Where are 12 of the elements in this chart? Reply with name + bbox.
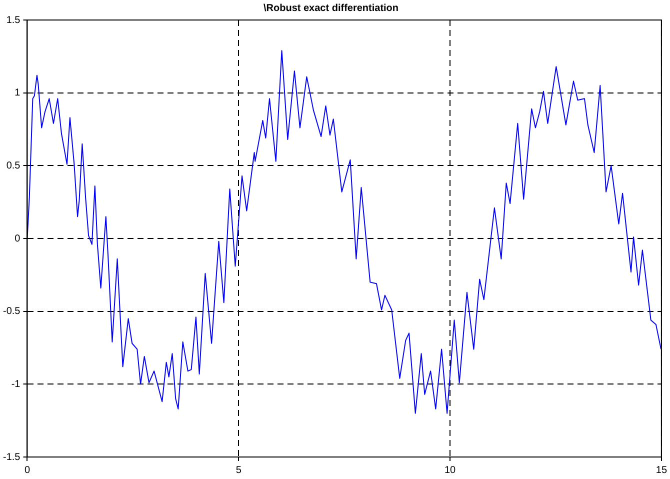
x-tick-label: 15 [656, 464, 668, 476]
y-tick-label: 0 [14, 233, 21, 244]
y-tick-label: 1.5 [6, 14, 21, 26]
x-tick-label: 0 [24, 464, 30, 476]
y-tick-label: 1 [14, 88, 21, 99]
y-tick-label: -1.5 [2, 452, 21, 463]
y-tick-label: -0.5 [2, 306, 21, 318]
y-tick-label: -1 [11, 378, 21, 390]
x-tick-label: 10 [444, 464, 456, 476]
chart-title: \Robust exact differentiation [263, 2, 399, 14]
y-tick-label: 0.5 [6, 160, 21, 172]
x-tick-label: 5 [236, 464, 242, 476]
